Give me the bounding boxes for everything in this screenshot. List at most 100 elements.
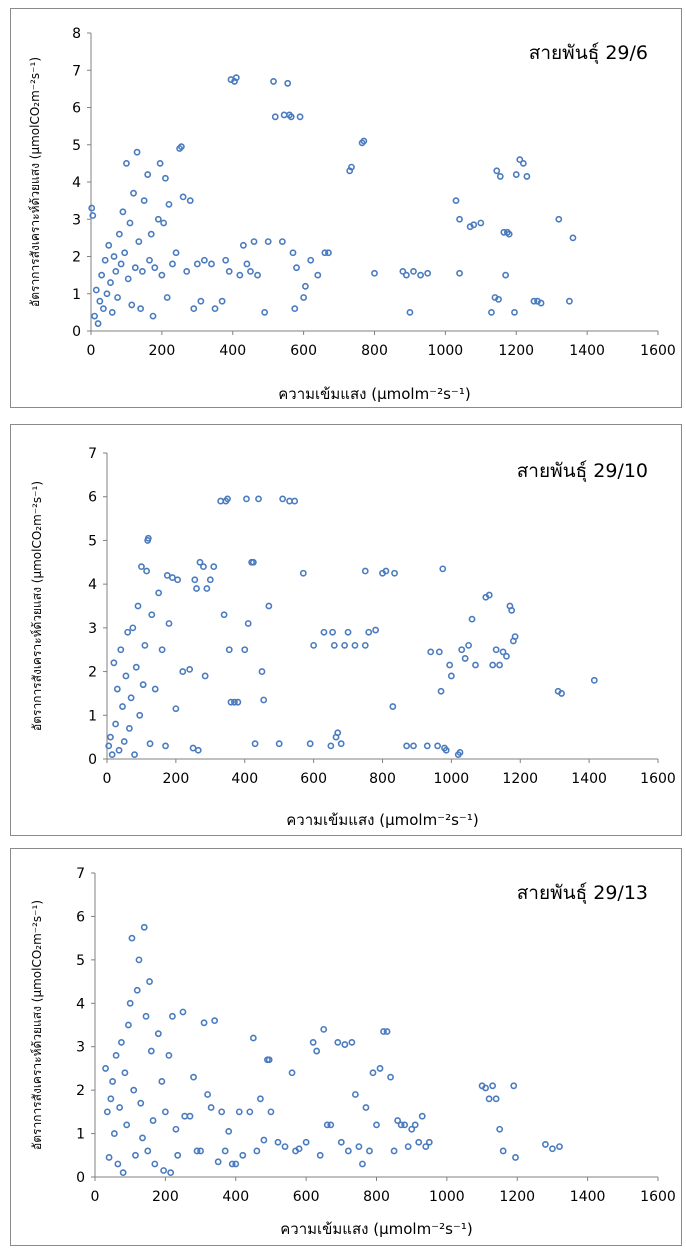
data-point [119,1169,127,1177]
data-point [327,742,335,750]
y-tick-label: 3 [76,1040,85,1056]
y-axis-label: อัตราการสังเคราะห์ด้วยแสง (μmolCO₂m⁻²s⁻¹… [28,57,42,307]
data-point [320,628,328,636]
data-point [493,167,501,175]
data-point [139,1134,146,1142]
data-point [323,1121,331,1129]
data-point [160,219,168,227]
data-point [422,1143,430,1150]
data-point [225,1127,233,1135]
y-tick-label: 4 [72,175,81,191]
data-point [301,282,309,290]
data-point [255,495,262,503]
data-point [508,606,516,614]
data-point [246,1108,254,1116]
data-point [341,1041,349,1048]
chart-svg: 0 1 2 3 4 5 6 7 0 200 400 600 800 1000 1200 1400 1600 สาย… [30,866,676,1238]
data-point [134,602,142,610]
data-point [362,1104,370,1111]
data-point [492,646,500,654]
data-point [151,685,159,693]
data-point [108,308,116,316]
data-point [224,495,231,503]
data-point [131,264,139,272]
data-point [468,615,476,623]
data-point [135,956,143,964]
chart-svg: 0 1 2 3 4 5 6 7 0 200 400 600 800 1000 1200 1400 1600 สาย… [30,446,676,829]
data-point [158,271,166,279]
data-point [89,212,97,219]
data-point [499,648,507,656]
data-point [461,655,469,662]
data-point [144,1147,152,1155]
data-point [446,661,454,669]
chart-svg: 0 1 2 3 4 5 6 7 8 0 200 400 600 800 1000 1200 1400 1600 สา… [28,26,676,403]
data-point [222,256,230,264]
data-point [110,253,118,260]
data-point [360,137,368,145]
data-point [489,661,497,669]
data-point [261,308,269,316]
data-point [519,159,527,167]
data-point [197,297,205,305]
data-point [287,113,295,121]
y-tick-label: 1 [88,708,97,724]
data-point [149,1117,157,1124]
data-point [110,1130,118,1137]
data-point [125,724,133,732]
y-tick-label: 6 [76,909,85,925]
y-tick-label: 3 [88,621,97,637]
data-point [103,1108,111,1116]
x-tick-label: 400 [219,343,246,359]
data-point [348,163,355,171]
data-point [128,301,136,309]
data-point [218,1108,226,1116]
data-point [113,685,121,693]
data-point [250,238,258,245]
data-point [275,740,283,748]
data-point [174,1151,182,1159]
x-tick-label: 400 [231,771,258,787]
data-point [496,1125,504,1133]
data-point [91,312,98,320]
data-point [131,751,138,759]
data-point [415,1138,423,1146]
data-point [482,1084,489,1092]
data-point [112,267,120,275]
x-tick-label: 1600 [640,771,676,787]
data-point [434,742,441,750]
data-point [140,197,148,205]
data-point [496,661,503,669]
data-point [403,742,411,750]
x-tick-label: 0 [91,1189,100,1205]
data-point [133,148,141,156]
x-tick-label: 800 [369,771,396,787]
data-point [156,159,164,167]
data-point [174,576,181,584]
data-point [186,1112,194,1120]
data-point [435,648,443,656]
data-point [489,1082,497,1090]
data-point [361,567,369,575]
data-point [300,294,308,301]
data-point [256,1095,264,1103]
data-point [112,720,120,728]
data-point [165,620,173,627]
data-point [590,676,598,684]
data-point [100,305,107,313]
data-point [243,495,250,503]
data-point [132,1151,139,1159]
data-point [264,238,272,245]
data-point [499,1147,507,1155]
data-point [249,558,257,566]
data-point [123,1121,131,1129]
data-point [361,641,369,649]
y-tick-label: 5 [76,953,85,969]
chart-panel-1: 0 1 2 3 4 5 6 7 8 0 200 400 600 800 1000 1200 1400 1600 สา… [10,8,682,408]
data-point [167,1169,175,1177]
data-point [132,663,140,671]
data-point [249,1034,257,1042]
data-point [410,742,417,750]
data-point [260,1136,268,1144]
data-point [302,1138,310,1146]
